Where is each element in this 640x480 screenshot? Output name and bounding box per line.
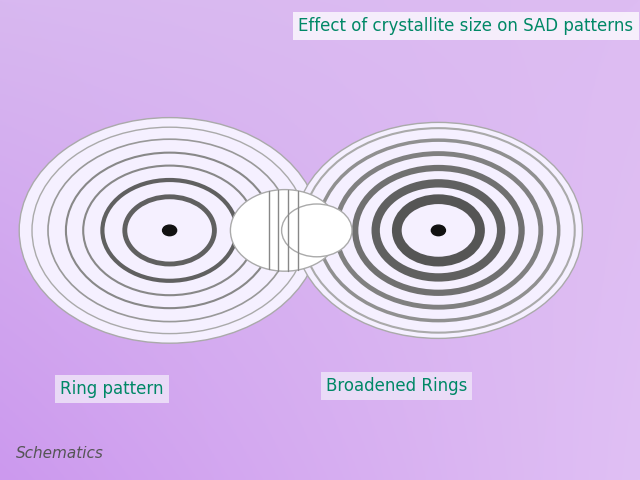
Circle shape xyxy=(294,122,582,338)
Circle shape xyxy=(230,190,339,271)
Circle shape xyxy=(163,225,177,236)
Circle shape xyxy=(282,204,352,257)
Text: Effect of crystallite size on SAD patterns: Effect of crystallite size on SAD patter… xyxy=(298,17,634,35)
Text: Ring pattern: Ring pattern xyxy=(60,380,164,398)
Text: Broadened Rings: Broadened Rings xyxy=(326,377,467,396)
Text: Schematics: Schematics xyxy=(16,446,104,461)
Circle shape xyxy=(431,225,445,236)
Circle shape xyxy=(19,118,320,343)
